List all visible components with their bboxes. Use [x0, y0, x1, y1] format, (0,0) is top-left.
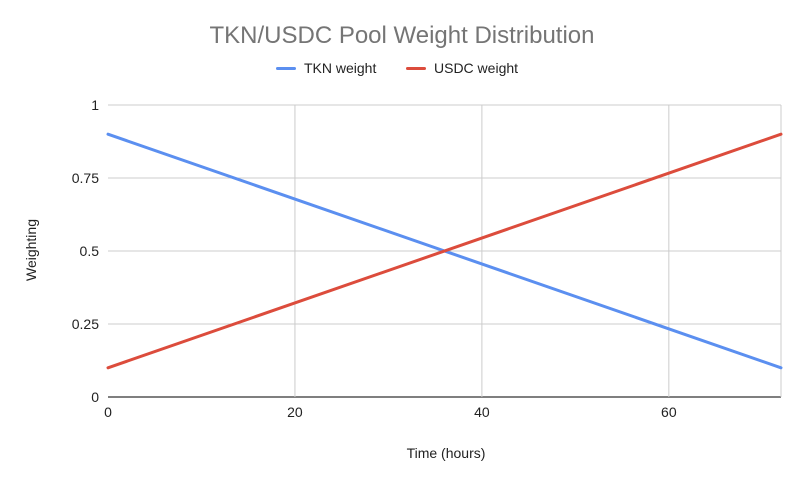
y-axis-title: Weighting: [23, 219, 39, 281]
tick-labels: 0 0.25 0.5 0.75 1 0 20 40 60: [72, 97, 677, 420]
x-axis-title: Time (hours): [407, 445, 486, 461]
chart-title: TKN/USDC Pool Weight Distribution: [209, 22, 594, 49]
y-tick-label: 0.75: [72, 170, 99, 186]
x-tick-label: 60: [661, 404, 677, 420]
legend-label-tkn: TKN weight: [304, 60, 376, 76]
legend-swatch-usdc: [406, 67, 426, 70]
y-tick-label: 1: [91, 97, 99, 113]
legend-label-usdc: USDC weight: [434, 60, 518, 76]
y-tick-label: 0.5: [80, 243, 100, 259]
y-tick-label: 0: [91, 389, 99, 405]
series-lines: [106, 132, 783, 370]
legend-item-usdc: USDC weight: [406, 60, 518, 76]
x-tick-label: 0: [104, 404, 112, 420]
y-tick-label: 0.25: [72, 316, 99, 332]
legend-item-tkn: TKN weight: [276, 60, 376, 76]
legend: TKN weight USDC weight: [276, 60, 518, 76]
series-line-usdc: [106, 132, 783, 370]
x-tick-label: 20: [287, 404, 303, 420]
legend-swatch-tkn: [276, 67, 296, 70]
x-tick-label: 40: [474, 404, 490, 420]
